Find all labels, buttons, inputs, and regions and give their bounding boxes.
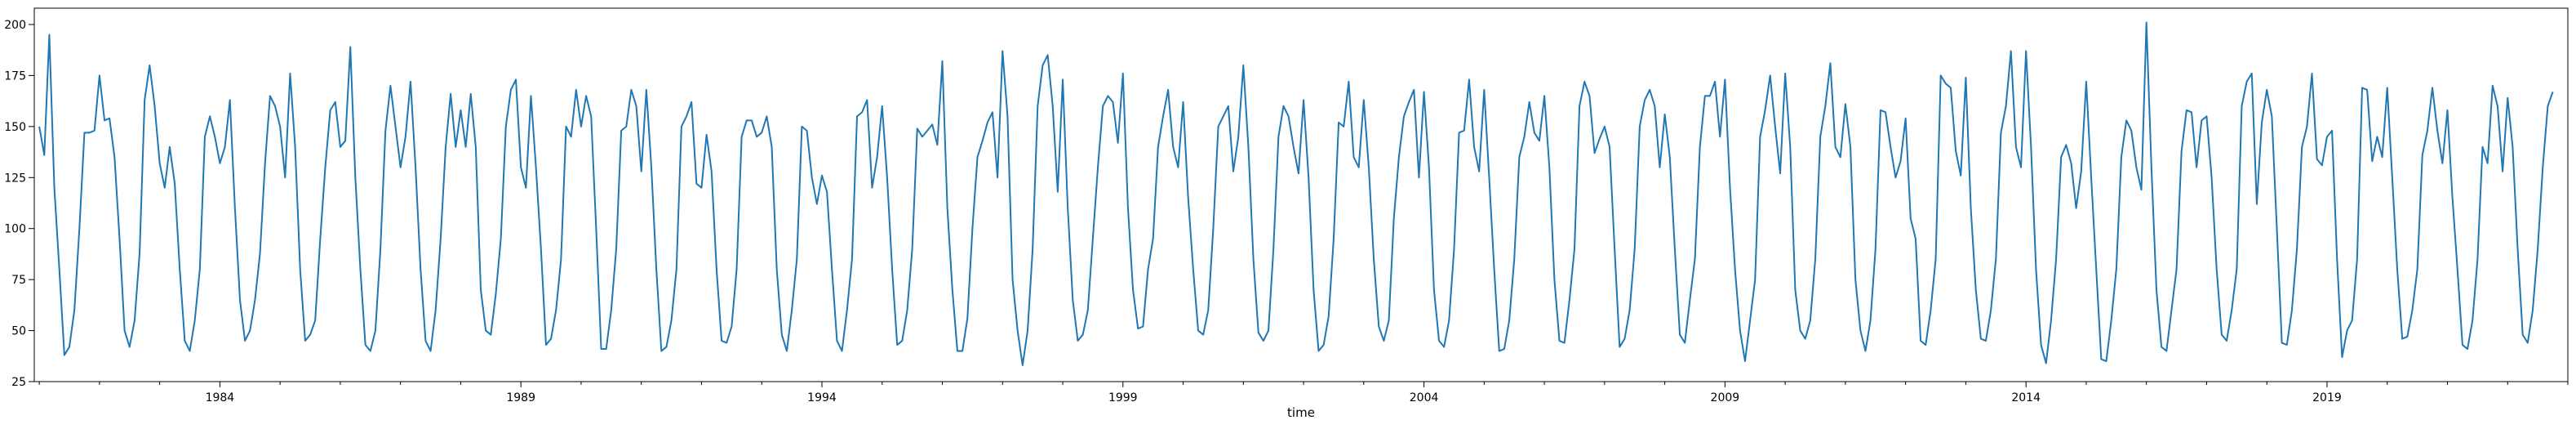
plot-area <box>38 21 2554 367</box>
series-line <box>38 21 2554 367</box>
x-tick-label: 1984 <box>206 391 235 404</box>
x-tick-label: 2019 <box>2312 391 2342 404</box>
x-axis-label: time <box>1287 405 1315 420</box>
x-tick-label: 1989 <box>506 391 535 404</box>
x-tick-label: 1994 <box>807 391 837 404</box>
x-tick-label: 1999 <box>1108 391 1138 404</box>
plot-frame <box>33 7 2569 382</box>
y-tick-label: 200 <box>4 19 26 32</box>
y-tick-label: 75 <box>11 274 26 287</box>
y-tick-label: 25 <box>11 376 26 389</box>
y-tick-label: 150 <box>4 121 26 134</box>
x-tick-label: 2004 <box>1410 391 1439 404</box>
x-tick-label: 2014 <box>2011 391 2041 404</box>
y-axis: 25 50 75 100 125 150 175 200 <box>4 19 34 389</box>
y-tick-label: 125 <box>4 172 26 185</box>
y-tick-label: 100 <box>4 223 26 236</box>
x-tick-label: 2009 <box>1711 391 1740 404</box>
y-tick-label: 175 <box>4 69 26 83</box>
x-axis: 1984 1989 1994 1999 2004 2009 2014 2019 <box>38 382 2569 404</box>
y-tick-label: 50 <box>11 325 26 338</box>
